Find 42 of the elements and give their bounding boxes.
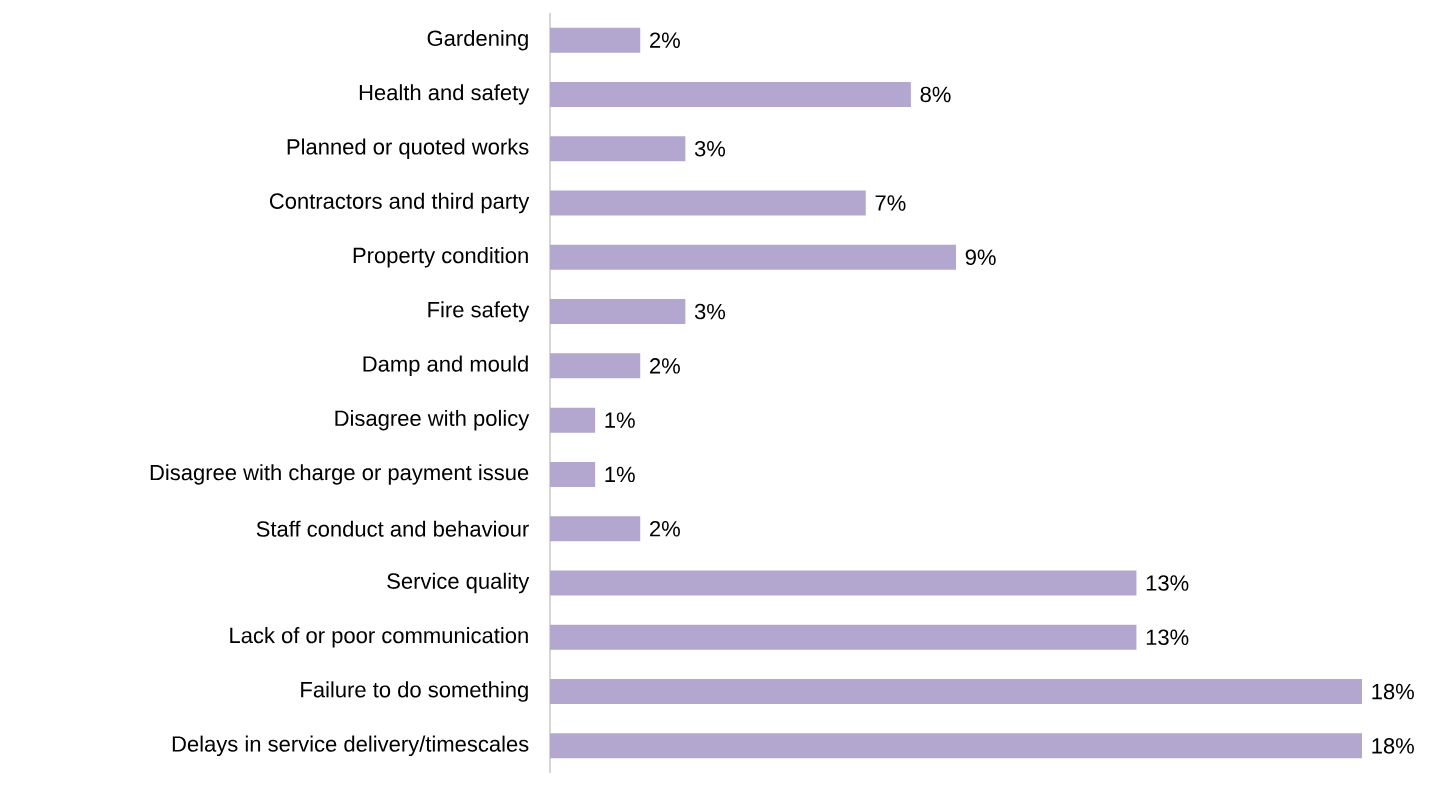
- data-label: 9%: [965, 249, 996, 266]
- data-label: 18%: [1372, 738, 1414, 754]
- bar: [550, 190, 866, 216]
- bar: [550, 679, 1362, 705]
- y-tick-label: Contractors and third party: [269, 192, 530, 214]
- data-label: 3%: [694, 140, 726, 157]
- y-tick-label: Delays in service delivery/timescales: [172, 735, 529, 757]
- bar: [550, 733, 1362, 759]
- y-tick-label: Staff conduct and behaviour: [256, 520, 529, 537]
- data-label: 2%: [650, 520, 680, 537]
- y-tick-label: Property condition: [353, 247, 528, 268]
- bar: [550, 353, 641, 379]
- y-tick-label: Lack of or poor communication: [230, 627, 528, 648]
- bar: [550, 624, 1137, 650]
- bar: [550, 516, 641, 542]
- data-label: 18%: [1372, 683, 1414, 700]
- data-label: 3%: [694, 303, 726, 320]
- y-tick-label: Damp and mould: [363, 355, 528, 377]
- y-tick-label: Disagree with charge or payment issue: [150, 464, 529, 485]
- data-label: 8%: [920, 86, 951, 103]
- bar: [550, 461, 596, 487]
- y-tick-label: Service quality: [387, 572, 530, 594]
- bar: [550, 136, 686, 162]
- data-label: 7%: [875, 195, 906, 211]
- bar: [550, 27, 641, 53]
- bar: [550, 244, 956, 270]
- y-tick-label: Planned or quoted works: [287, 138, 529, 159]
- data-label: 13%: [1146, 629, 1189, 646]
- y-tick-label: Fire safety: [428, 301, 530, 322]
- data-label: 1%: [605, 466, 635, 483]
- y-tick-label: Failure to do something: [301, 681, 528, 702]
- y-tick-label: Gardening: [427, 29, 528, 51]
- data-label: 13%: [1146, 575, 1189, 591]
- data-label: 2%: [650, 32, 680, 48]
- bar: [550, 299, 686, 325]
- bar: [550, 407, 596, 433]
- y-tick-label: Disagree with policy: [335, 409, 530, 431]
- y-tick-label: Health and safety: [359, 84, 530, 105]
- data-label: 1%: [605, 412, 635, 428]
- bar: [550, 81, 911, 107]
- data-label: 2%: [650, 358, 680, 374]
- bar: [550, 570, 1137, 596]
